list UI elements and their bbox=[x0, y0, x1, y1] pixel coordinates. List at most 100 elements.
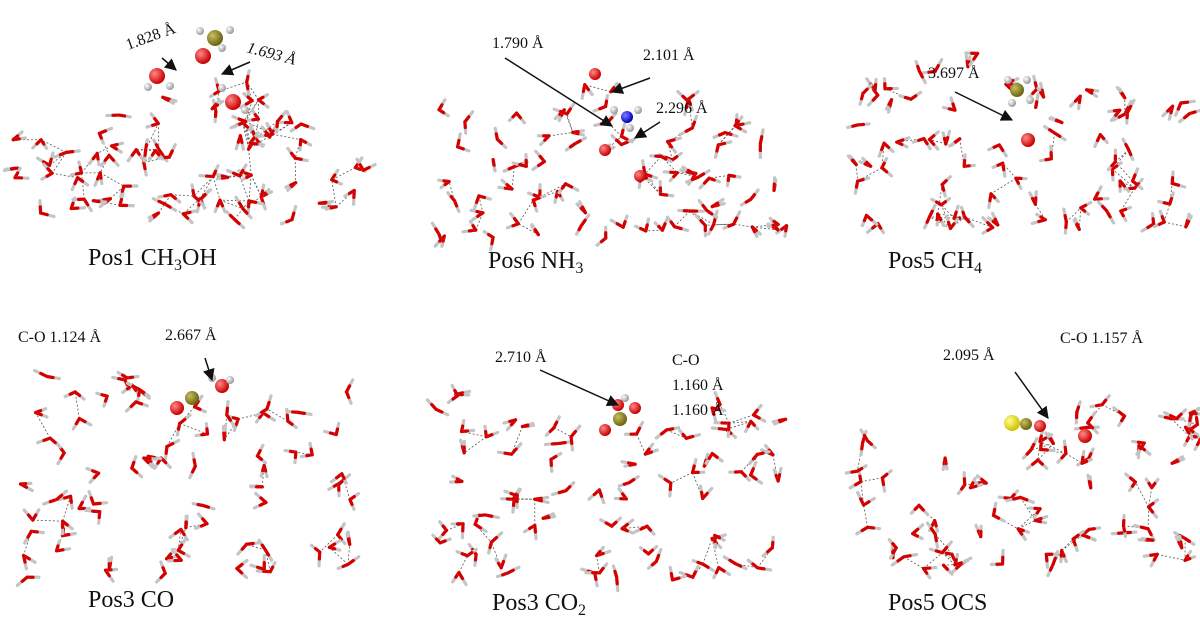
oh-bond-o bbox=[599, 490, 601, 496]
oh-bond-o bbox=[757, 568, 764, 569]
oh-bond-o bbox=[436, 409, 442, 412]
oh-bond-o bbox=[298, 412, 305, 413]
oh-bond-o bbox=[76, 419, 79, 424]
oh-bond-o bbox=[261, 191, 262, 197]
atom bbox=[613, 412, 627, 426]
oh-bond-o bbox=[760, 137, 761, 144]
oh-bond-o bbox=[864, 502, 869, 505]
oh-bond-o bbox=[71, 496, 72, 502]
label-text: Pos5 CH bbox=[888, 248, 974, 274]
oh-bond-o bbox=[562, 184, 565, 188]
oh-bond-o bbox=[332, 180, 337, 182]
oh-bond-o bbox=[863, 89, 867, 93]
oh-bond-o bbox=[99, 133, 101, 138]
panel: 1.790 Å2.101 Å2.296 ÅPos6 NH3 bbox=[432, 34, 786, 277]
oh-bond-o bbox=[757, 453, 763, 454]
hydrogen-bond bbox=[100, 173, 124, 186]
oh-bond-o bbox=[1065, 216, 1066, 223]
panel-label: Pos1 CH3OH bbox=[88, 245, 217, 274]
hydrogen-bond bbox=[464, 437, 486, 453]
atom bbox=[144, 83, 152, 91]
distance-label: 1.693 Å bbox=[245, 38, 298, 68]
oh-bond-o bbox=[301, 124, 307, 126]
distance-label: 1.160 Å bbox=[672, 401, 724, 419]
oh-bond-o bbox=[1057, 120, 1062, 122]
atom bbox=[185, 391, 199, 405]
oh-bond-o bbox=[75, 392, 79, 396]
oh-bond-o bbox=[491, 538, 496, 543]
oh-bond-o bbox=[705, 178, 710, 183]
oh-bond-o bbox=[270, 567, 272, 572]
atom bbox=[610, 106, 618, 114]
oh-bond-o bbox=[93, 503, 100, 504]
oh-bond-o bbox=[629, 463, 636, 464]
distance-label: 1.160 Å bbox=[672, 376, 724, 394]
oh-bond-o bbox=[741, 472, 745, 476]
oh-bond-o bbox=[942, 181, 946, 185]
hydrogen-bond bbox=[63, 496, 71, 521]
hydrogen-bond bbox=[1062, 535, 1083, 550]
oh-bond-o bbox=[1172, 183, 1178, 185]
label-text: Pos3 CO bbox=[492, 590, 578, 616]
oh-bond-o bbox=[443, 530, 447, 534]
oh-bond-o bbox=[931, 529, 935, 535]
oh-bond-o bbox=[517, 113, 521, 118]
oh-bond-o bbox=[165, 195, 171, 196]
oh-bond-o bbox=[496, 134, 497, 139]
water-network bbox=[432, 84, 786, 250]
oh-bond-o bbox=[47, 376, 53, 377]
oh-bond-o bbox=[1178, 103, 1181, 109]
oh-bond-o bbox=[247, 76, 248, 82]
atom bbox=[195, 48, 211, 64]
oh-bond-o bbox=[37, 140, 41, 144]
hydrogen-bond bbox=[33, 520, 63, 521]
hydrogen-bond bbox=[856, 165, 857, 182]
oh-bond-o bbox=[475, 524, 480, 528]
oh-bond-o bbox=[944, 565, 948, 569]
oh-bond-o bbox=[754, 415, 760, 418]
hydrogen-bond bbox=[220, 200, 249, 201]
oh-bond-o bbox=[768, 548, 773, 552]
oh-bond-o bbox=[1036, 102, 1037, 108]
hydrogen-bond bbox=[251, 175, 261, 197]
oh-bond-o bbox=[539, 162, 545, 166]
oh-bond-o bbox=[33, 515, 36, 520]
arrow bbox=[955, 92, 1012, 120]
distance-label: 2.667 Å bbox=[165, 326, 217, 344]
oh-bond-o bbox=[703, 564, 708, 567]
oh-bond-o bbox=[729, 224, 734, 226]
label-text: Pos6 NH bbox=[488, 248, 575, 274]
hydrogen-bond bbox=[924, 553, 943, 569]
label-text: OH bbox=[182, 245, 217, 271]
panel-label: Pos5 CH4 bbox=[888, 248, 982, 277]
oh-bond-o bbox=[102, 395, 107, 396]
oh-bond-o bbox=[319, 202, 326, 203]
atom bbox=[1021, 133, 1035, 147]
oh-bond-o bbox=[250, 143, 257, 144]
atom bbox=[1010, 83, 1024, 97]
oh-bond-o bbox=[194, 196, 199, 200]
oh-bond-o bbox=[178, 550, 183, 553]
oh-bond-o bbox=[264, 465, 265, 471]
oh-bond-o bbox=[465, 117, 469, 122]
oh-bond-o bbox=[144, 162, 145, 168]
arrow bbox=[635, 122, 660, 138]
oh-bond-o bbox=[751, 421, 754, 425]
oh-bond-o bbox=[949, 109, 955, 110]
atom bbox=[170, 401, 184, 415]
oh-bond-o bbox=[307, 455, 312, 456]
oh-bond-o bbox=[262, 545, 265, 550]
oh-bond-o bbox=[508, 570, 514, 573]
oh-bond-o bbox=[1083, 535, 1089, 537]
atom bbox=[629, 402, 641, 414]
hydrogen-bond bbox=[671, 473, 693, 484]
atom bbox=[621, 111, 633, 123]
panel-label: Pos3 CO bbox=[88, 587, 174, 613]
oh-bond-o bbox=[291, 183, 296, 185]
oh-bond-o bbox=[951, 224, 954, 229]
distance-label: 2.095 Å bbox=[943, 346, 995, 364]
oh-bond-o bbox=[998, 163, 1003, 165]
oh-bond-o bbox=[237, 568, 242, 573]
oh-bond-o bbox=[970, 486, 976, 487]
oh-bond-o bbox=[459, 573, 463, 579]
